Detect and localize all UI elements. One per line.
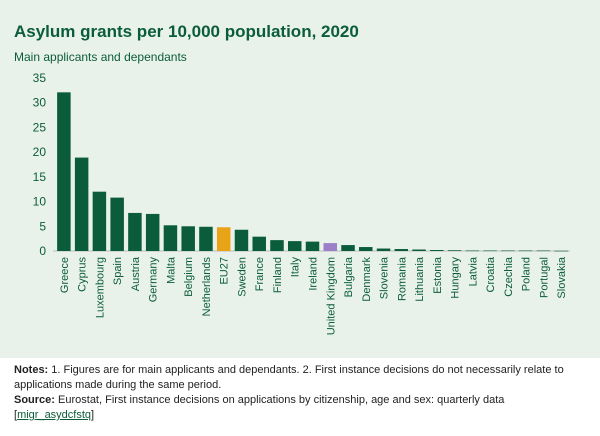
x-tick-label: Latvia <box>467 256 479 286</box>
bar-croatia <box>483 250 497 252</box>
x-tick-label: Malta <box>165 256 177 284</box>
bar-malta <box>163 225 178 251</box>
x-tick-label: Romania <box>396 256 408 301</box>
bar-ireland <box>305 241 320 251</box>
x-tick-label: Croatia <box>485 256 497 292</box>
x-tick-label: Greece <box>59 257 71 293</box>
x-tick-label: Austria <box>130 256 142 291</box>
bar-bulgaria <box>341 245 355 251</box>
x-tick-label: Luxembourg <box>94 257 106 318</box>
notes-label: Notes: <box>14 364 49 376</box>
x-tick-label: Germany <box>148 257 160 303</box>
y-tick-label: 0 <box>39 244 46 258</box>
y-tick-label: 30 <box>33 96 47 110</box>
bar-belgium <box>181 226 195 251</box>
x-tick-label: Netherlands <box>201 257 213 317</box>
bar-spain <box>110 197 124 251</box>
x-tick-label: Sweden <box>236 257 248 297</box>
y-tick-label: 5 <box>39 219 46 233</box>
x-tick-label: EU27 <box>219 257 231 285</box>
x-tick-label: Slovakia <box>556 256 568 298</box>
chart-subtitle: Main applicants and dependants <box>14 50 187 64</box>
bar-eu27 <box>216 227 231 251</box>
bar-hungary <box>447 250 462 251</box>
bar-czechia <box>501 250 515 252</box>
bar-netherlands <box>199 226 213 251</box>
x-tick-label: Estonia <box>432 256 444 294</box>
x-tick-label: Ireland <box>308 257 320 291</box>
bar-slovakia <box>554 250 568 252</box>
y-tick-label: 20 <box>33 145 47 159</box>
x-tick-label: Italy <box>290 257 302 278</box>
y-tick-label: 10 <box>33 195 47 209</box>
bar-lithuania <box>412 249 426 251</box>
source-dataset-link[interactable]: migr_asydcfstq <box>17 409 92 421</box>
x-tick-label: Denmark <box>361 257 373 302</box>
x-tick-label: Spain <box>112 257 124 285</box>
x-tick-label: Belgium <box>183 257 195 297</box>
x-tick-label: Poland <box>521 257 533 291</box>
bar-portugal <box>536 250 551 252</box>
chart-panel: Asylum grants per 10,000 population, 202… <box>0 0 600 358</box>
link-open-bracket: [ <box>14 409 18 421</box>
y-tick-label: 25 <box>33 120 47 134</box>
x-tick-label: Cyprus <box>77 257 89 292</box>
bar-italy <box>287 241 302 251</box>
bar-greece <box>57 92 71 251</box>
bar-germany <box>145 213 160 251</box>
link-close-bracket: ] <box>91 409 95 421</box>
y-tick-label: 15 <box>33 170 47 184</box>
bar-slovenia <box>376 248 391 251</box>
bar-sweden <box>234 229 249 251</box>
bar-denmark <box>359 247 373 251</box>
bar-poland <box>518 250 533 252</box>
x-tick-label: Finland <box>272 257 284 293</box>
bar-latvia <box>465 250 480 252</box>
x-tick-label: Portugal <box>538 257 550 298</box>
bar-romania <box>394 249 409 251</box>
bar-france <box>252 236 266 251</box>
source-text: Eurostat, First instance decisions on ap… <box>54 394 505 406</box>
notes-block: Notes: 1. Figures are for main applicant… <box>14 363 589 423</box>
bar-luxembourg <box>92 191 107 251</box>
bar-cyprus <box>74 157 89 251</box>
x-tick-label: United Kingdom <box>325 257 337 335</box>
bar-estonia <box>430 250 444 251</box>
bar-finland <box>270 240 284 251</box>
x-tick-label: Slovenia <box>379 256 391 299</box>
x-tick-label: Czechia <box>503 256 515 297</box>
bar-chart: 0 5 10 15 20 25 30 35 Greece Cyprus Luxembourg Spai… <box>33 71 570 335</box>
bar-austria <box>128 212 142 251</box>
x-tick-label: Lithuania <box>414 256 426 302</box>
bar-united-kingdom <box>323 243 338 251</box>
notes-text: 1. Figures are for main applicants and d… <box>14 364 564 391</box>
x-tick-label: Hungary <box>450 257 462 299</box>
chart-title: Asylum grants per 10,000 population, 202… <box>14 22 359 41</box>
y-tick-label: 35 <box>33 71 47 85</box>
x-tick-label: France <box>254 257 266 291</box>
x-tick-label: Bulgaria <box>343 256 355 297</box>
source-label: Source: <box>14 394 55 406</box>
